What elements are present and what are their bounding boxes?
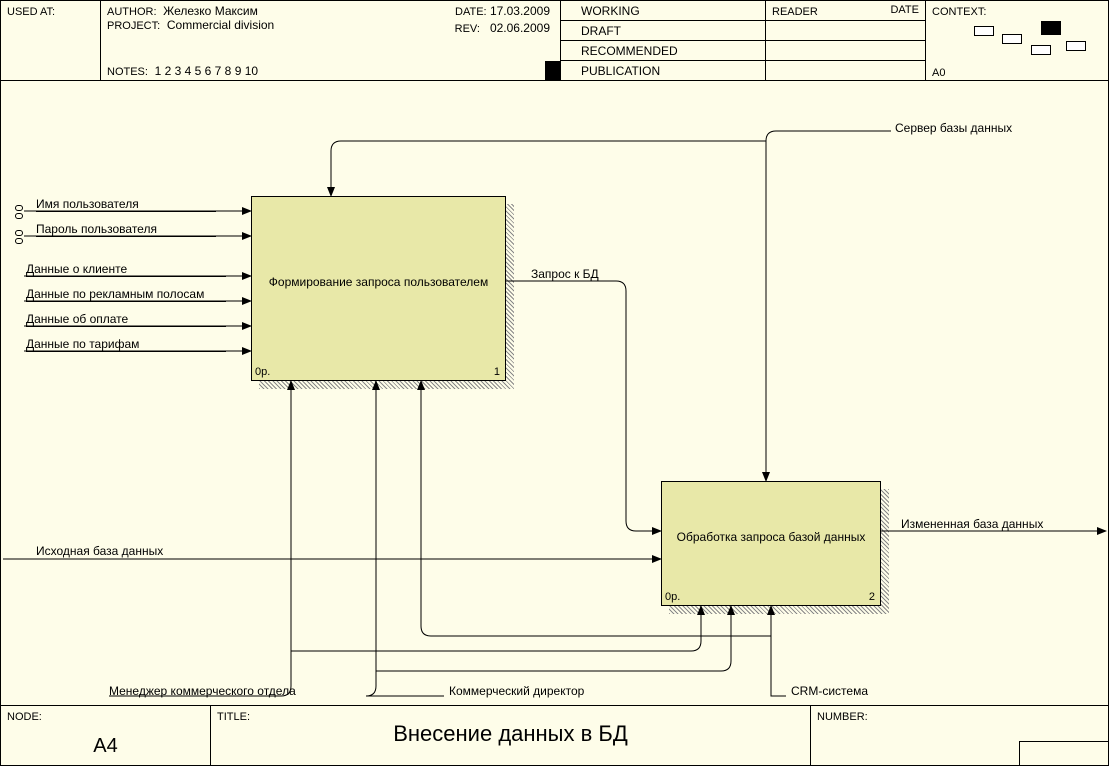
project-value: Commercial division (167, 18, 274, 32)
input-label: Данные о клиенте (26, 262, 226, 277)
title-value: Внесение данных в БД (217, 721, 804, 747)
notes-label: NOTES: (107, 66, 148, 78)
number-label: NUMBER: (817, 711, 868, 723)
input-label: Данные по тарифам (26, 337, 226, 352)
number-cell: NUMBER: (811, 706, 1109, 766)
header: USED AT: AUTHOR: Железко Максим PROJECT:… (1, 1, 1108, 81)
author-label: AUTHOR: (107, 6, 157, 18)
mechanism-label: CRM-система (791, 684, 868, 698)
control-label: Сервер базы данных (895, 121, 1012, 135)
title-cell: TITLE: Внесение данных в БД (211, 706, 811, 766)
node-value: A4 (7, 735, 204, 758)
tunnel-icon (15, 213, 23, 219)
context-cell: CONTEXT: A0 (926, 1, 1109, 81)
working-row: WORKING (561, 1, 765, 21)
node-label: NODE: (7, 711, 42, 723)
date-label: DATE: (455, 6, 487, 18)
arrows-svg (1, 81, 1109, 707)
project-label: PROJECT: (107, 20, 160, 32)
publication-label: PUBLICATION (581, 64, 660, 78)
used-at-label: USED AT: (7, 6, 55, 18)
footer: NODE: A4 TITLE: Внесение данных в БД NUM… (1, 705, 1108, 765)
reader-label: READER (772, 6, 818, 18)
output-label: Запрос к БД (531, 267, 599, 281)
context-icon (1002, 34, 1022, 44)
input-label: Исходная база данных (36, 544, 163, 558)
context-icon (1041, 21, 1061, 35)
input-label: Данные по рекламным полосам (26, 287, 226, 302)
rev-label: REV: (455, 23, 480, 35)
context-icon (974, 26, 994, 36)
node-cell: NODE: A4 (1, 706, 211, 766)
input-label: Данные об оплате (26, 312, 226, 327)
used-at-cell: USED AT: (1, 1, 101, 81)
date2-label: DATE (890, 4, 919, 16)
context-icon (1066, 41, 1086, 51)
idef0-frame: USED AT: AUTHOR: Железко Максим PROJECT:… (0, 0, 1109, 766)
draft-row: DRAFT (561, 21, 765, 41)
number-slot (1019, 741, 1109, 766)
context-label: CONTEXT: (932, 6, 986, 18)
reader-cell: READER DATE (766, 1, 926, 81)
rev-value: 02.06.2009 (490, 21, 550, 35)
date-value: 17.03.2009 (490, 4, 550, 18)
mechanism-label: Коммерческий директор (449, 684, 584, 698)
context-icon (1031, 45, 1051, 55)
context-code: A0 (932, 67, 945, 79)
input-label: Имя пользователя (36, 197, 216, 212)
author-cell: AUTHOR: Железко Максим PROJECT: Commerci… (101, 1, 561, 81)
notes-value: 1 2 3 4 5 6 7 8 9 10 (155, 64, 258, 78)
tunnel-icon (15, 238, 23, 244)
diagram-area: Формирование запроса пользователем 0р. 1… (1, 81, 1108, 705)
title-label: TITLE: (217, 711, 250, 723)
output-label: Измененная база данных (901, 517, 1043, 531)
author-value: Железко Максим (163, 4, 258, 18)
input-label: Пароль пользователя (36, 222, 216, 237)
recommended-row: RECOMMENDED (561, 41, 765, 61)
publication-row: PUBLICATION (561, 61, 765, 81)
publication-marker (545, 61, 561, 80)
tunnel-icon (15, 205, 23, 211)
status-cell: WORKING DRAFT RECOMMENDED PUBLICATION (561, 1, 766, 81)
mechanism-label: Менеджер коммерческого отдела (109, 684, 296, 698)
tunnel-icon (15, 230, 23, 236)
